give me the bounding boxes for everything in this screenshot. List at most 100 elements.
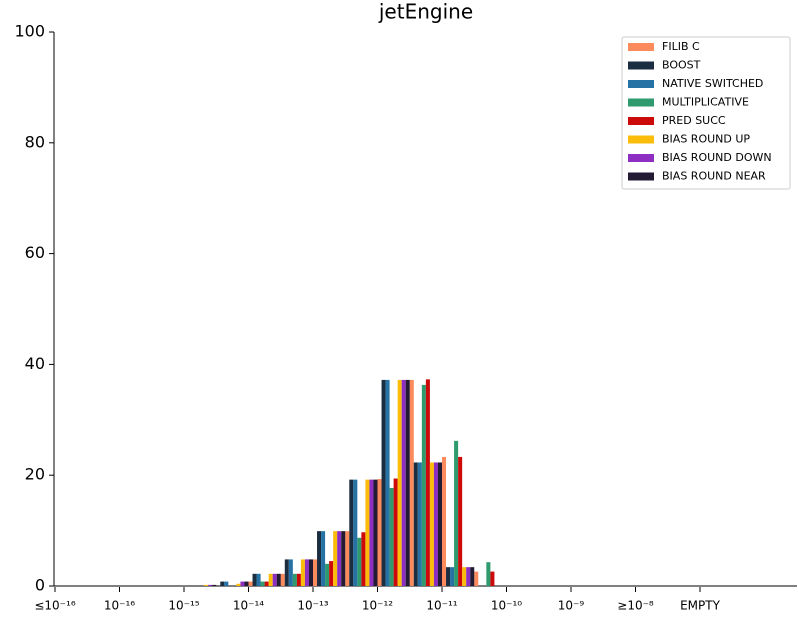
bar <box>212 584 217 586</box>
bar <box>417 462 422 586</box>
bar <box>300 559 305 586</box>
bar <box>454 440 459 586</box>
bar <box>389 487 394 586</box>
bar <box>470 567 475 586</box>
bar <box>393 478 398 586</box>
bar <box>474 571 479 586</box>
bar <box>329 561 334 586</box>
bar <box>248 581 253 586</box>
bar <box>236 583 241 586</box>
x-tick-label: 10⁻¹² <box>362 599 393 613</box>
bar <box>333 531 338 586</box>
bar <box>321 531 326 586</box>
legend-swatch <box>628 117 654 125</box>
x-tick-label: 10⁻¹⁰ <box>491 599 522 613</box>
bar <box>377 479 382 586</box>
bar <box>349 479 354 586</box>
bar <box>421 384 426 586</box>
bar <box>325 563 330 586</box>
chart-title: jetEngine <box>378 0 473 24</box>
legend-swatch <box>628 172 654 181</box>
bar <box>450 567 455 586</box>
x-tick-label: 10⁻¹⁶ <box>104 599 135 613</box>
x-tick-label: ≤10⁻¹⁶ <box>34 599 75 613</box>
bar <box>272 573 277 586</box>
legend-label: BIAS ROUND UP <box>662 133 750 146</box>
bar <box>357 537 362 586</box>
y-tick-label: 40 <box>25 354 45 373</box>
bar <box>413 462 418 586</box>
bar <box>308 559 313 586</box>
bar <box>425 379 430 586</box>
bar <box>292 573 297 586</box>
bar <box>341 531 346 586</box>
y-tick-label: 80 <box>25 132 45 151</box>
bar <box>458 456 463 586</box>
bar <box>397 379 402 586</box>
x-tick-label: 10⁻¹³ <box>297 599 328 613</box>
legend-swatch <box>628 98 654 107</box>
legend-frame <box>621 36 791 190</box>
x-tick-label: 10⁻¹¹ <box>426 599 457 613</box>
bar <box>260 581 265 586</box>
legend-label: NATIVE SWITCHED <box>662 77 763 90</box>
legend-label: BIAS ROUND NEAR <box>662 170 766 183</box>
bar <box>264 581 269 586</box>
bar <box>409 379 414 586</box>
bar <box>208 584 213 586</box>
bar <box>405 379 410 586</box>
bar <box>288 559 293 586</box>
y-tick-label: 20 <box>25 465 45 484</box>
bar <box>244 581 249 586</box>
legend-label: FILIB C <box>662 40 700 53</box>
bar <box>462 567 467 586</box>
bar <box>296 573 301 586</box>
bar <box>268 573 273 586</box>
legend-swatch <box>628 154 654 162</box>
bar <box>256 573 261 586</box>
bar <box>252 573 257 586</box>
x-tick-label: 10⁻¹⁵ <box>168 599 199 613</box>
bar <box>429 462 434 586</box>
bar <box>317 531 322 586</box>
bar <box>353 479 358 586</box>
bar <box>284 559 289 586</box>
bar <box>369 479 374 586</box>
bar <box>381 379 386 586</box>
bar <box>280 573 285 586</box>
bar <box>304 559 309 586</box>
bar <box>446 567 451 586</box>
y-tick-label: 0 <box>35 576 45 595</box>
bar <box>490 571 495 586</box>
y-tick-label: 100 <box>14 22 45 41</box>
legend-label: BOOST <box>662 59 701 72</box>
bar <box>220 581 225 586</box>
bar <box>361 532 366 586</box>
x-tick-label: ≥10⁻⁸ <box>617 599 654 613</box>
bar <box>240 581 245 586</box>
bar <box>486 562 491 586</box>
legend-swatch <box>628 80 654 88</box>
bar <box>345 531 350 586</box>
legend-swatch <box>628 61 654 70</box>
bar <box>276 573 281 586</box>
bar <box>401 379 406 586</box>
legend-label: PRED SUCC <box>662 114 726 127</box>
bar <box>373 479 378 586</box>
bar <box>385 379 390 586</box>
legend-label: MULTIPLICATIVE <box>662 96 749 109</box>
bar <box>466 567 471 586</box>
bar <box>442 456 447 586</box>
legend-swatch <box>628 43 654 51</box>
x-tick-label: 10⁻¹⁴ <box>233 599 264 613</box>
x-tick-label: 10⁻⁹ <box>558 599 585 613</box>
legend: FILIB C BOOST NATIVE SWITCHED MULTIPLICATIV… <box>621 36 791 190</box>
bar <box>337 531 342 586</box>
bar <box>365 479 370 586</box>
legend-swatch <box>628 135 654 144</box>
y-tick-label: 60 <box>25 243 45 262</box>
bar <box>433 462 438 586</box>
x-tick-label: EMPTY <box>680 599 721 613</box>
bar <box>204 584 209 586</box>
